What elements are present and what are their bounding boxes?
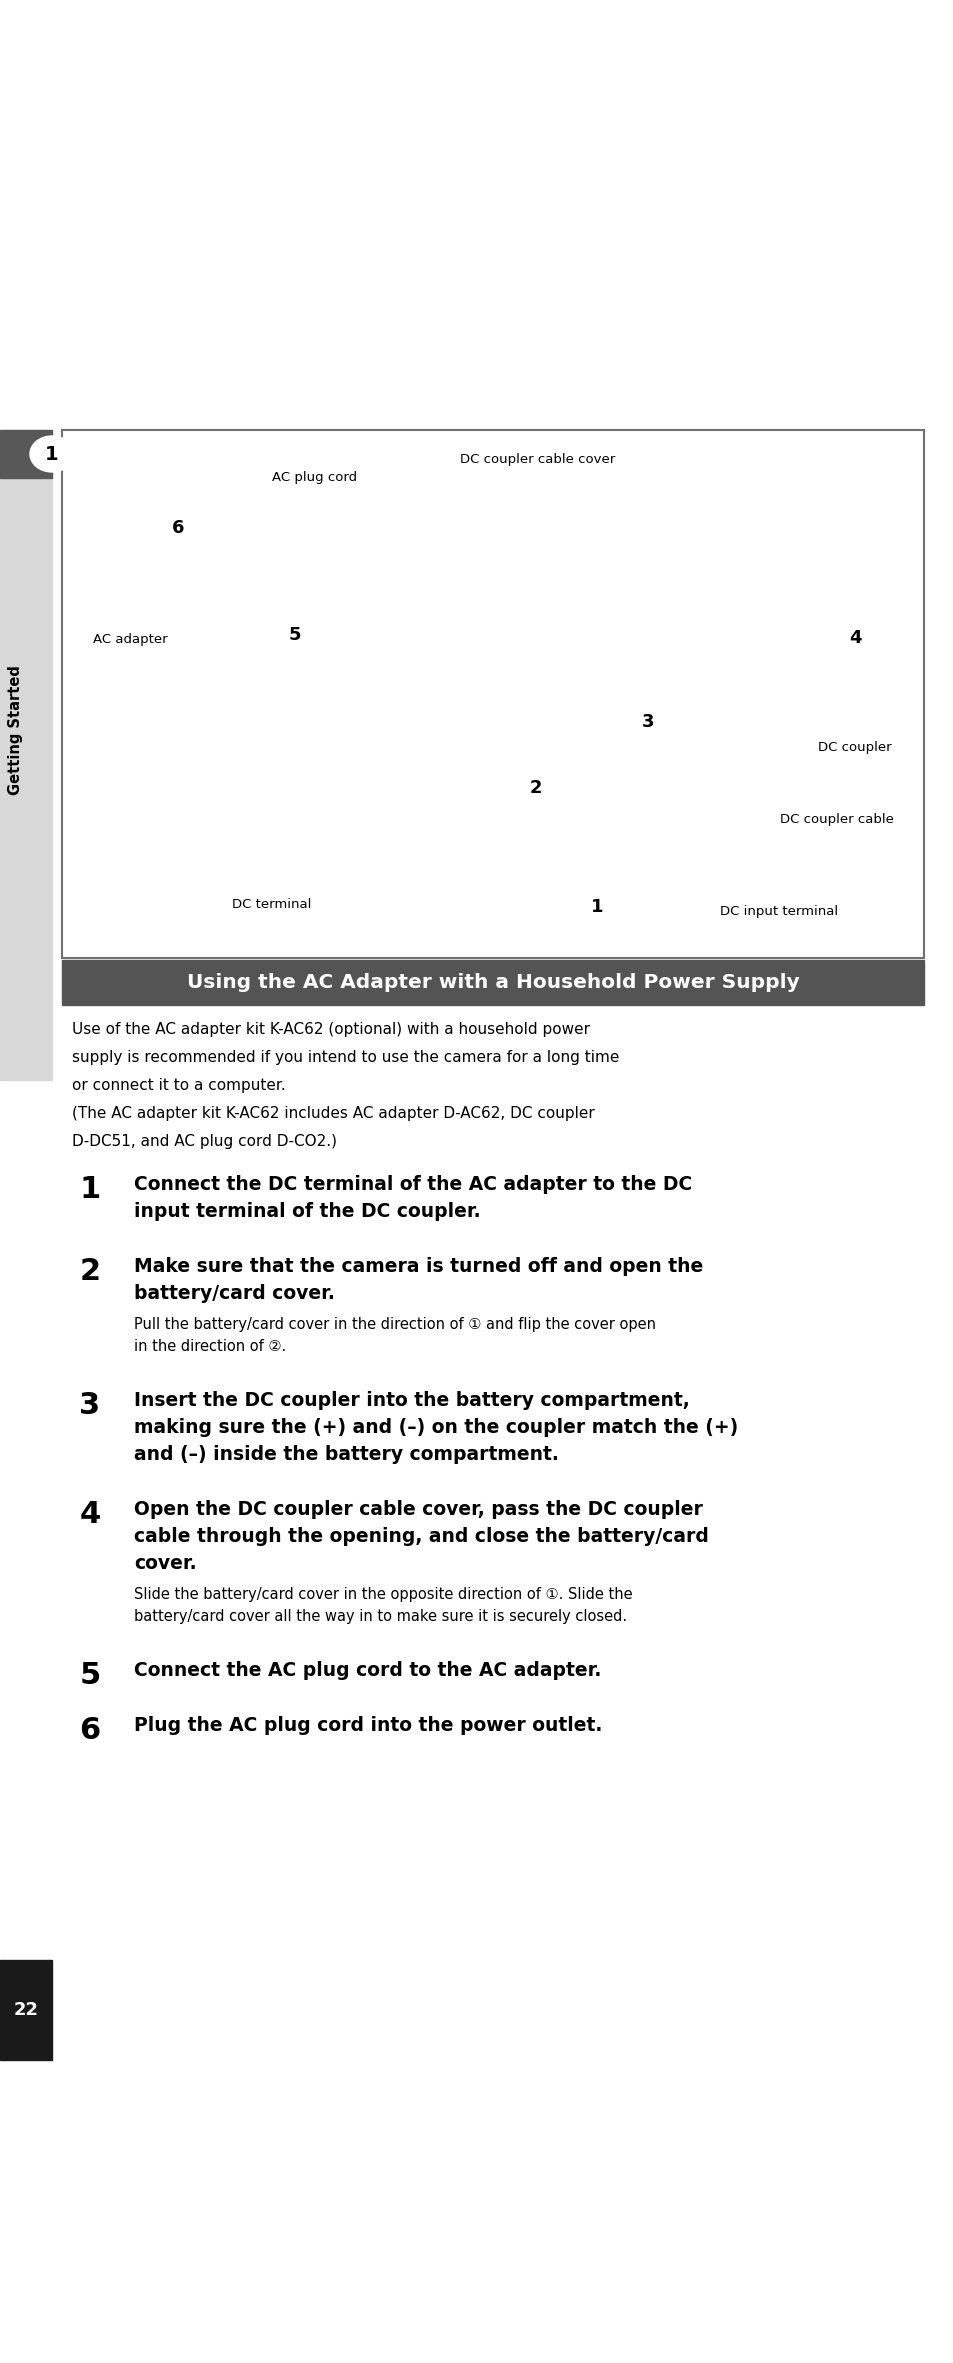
Text: AC adapter: AC adapter [92, 633, 168, 647]
Text: DC coupler cable: DC coupler cable [780, 813, 893, 827]
Bar [0, 430, 52, 477]
Text: 6: 6 [79, 1716, 100, 1744]
Text: DC coupler: DC coupler [817, 742, 891, 754]
Text: 4: 4 [848, 629, 861, 647]
Text: 3: 3 [641, 714, 654, 730]
Text: Plug the AC plug cord into the power outlet.: Plug the AC plug cord into the power out… [133, 1716, 601, 1734]
Text: Slide the battery/card cover in the opposite direction of ①. Slide the: Slide the battery/card cover in the oppo… [133, 1588, 632, 1602]
Text: Open the DC coupler cable cover, pass the DC coupler: Open the DC coupler cable cover, pass th… [133, 1501, 702, 1519]
Text: Connect the DC terminal of the AC adapter to the DC: Connect the DC terminal of the AC adapte… [133, 1174, 692, 1193]
Text: supply is recommended if you intend to use the camera for a long time: supply is recommended if you intend to u… [71, 1049, 618, 1066]
Text: AC plug cord: AC plug cord [272, 470, 356, 484]
Text: in the direction of ②.: in the direction of ②. [133, 1340, 286, 1354]
Text: 3: 3 [79, 1392, 100, 1420]
Text: 2: 2 [79, 1257, 100, 1285]
Text: making sure the (+) and (–) on the coupler match the (+): making sure the (+) and (–) on the coupl… [133, 1418, 738, 1437]
Bar [0, 1959, 52, 2061]
Text: Insert the DC coupler into the battery compartment,: Insert the DC coupler into the battery c… [133, 1392, 689, 1411]
Text: cover.: cover. [133, 1555, 196, 1574]
Text: 6: 6 [172, 520, 184, 536]
Bar [62, 959, 923, 1004]
Text: Getting Started: Getting Started [9, 664, 24, 794]
Text: 4: 4 [79, 1501, 100, 1529]
Text: (The AC adapter kit K-AC62 includes AC adapter D-AC62, DC coupler: (The AC adapter kit K-AC62 includes AC a… [71, 1106, 594, 1120]
Text: 22: 22 [13, 2001, 38, 2018]
Text: Make sure that the camera is turned off and open the: Make sure that the camera is turned off … [133, 1257, 702, 1276]
Text: 1: 1 [45, 444, 59, 463]
Text: Using the AC Adapter with a Household Power Supply: Using the AC Adapter with a Household Po… [187, 974, 799, 992]
Text: battery/card cover all the way in to make sure it is securely closed.: battery/card cover all the way in to mak… [133, 1609, 626, 1623]
Text: 5: 5 [289, 626, 301, 645]
Text: and (–) inside the battery compartment.: and (–) inside the battery compartment. [133, 1446, 558, 1465]
Text: Use of the AC adapter kit K-AC62 (optional) with a household power: Use of the AC adapter kit K-AC62 (option… [71, 1023, 589, 1037]
Text: D-DC51, and AC plug cord D-CO2.): D-DC51, and AC plug cord D-CO2.) [71, 1134, 336, 1148]
Text: 1: 1 [79, 1174, 100, 1205]
Text: cable through the opening, and close the battery/card: cable through the opening, and close the… [133, 1526, 708, 1545]
Text: 1: 1 [590, 898, 602, 917]
Text: DC input terminal: DC input terminal [720, 905, 838, 919]
Text: DC coupler cable cover: DC coupler cable cover [459, 454, 615, 466]
Bar [0, 430, 52, 1080]
Text: DC terminal: DC terminal [232, 898, 311, 912]
Text: 2: 2 [529, 780, 541, 796]
Text: input terminal of the DC coupler.: input terminal of the DC coupler. [133, 1203, 480, 1222]
Text: Pull the battery/card cover in the direction of ① and flip the cover open: Pull the battery/card cover in the direc… [133, 1316, 656, 1333]
Ellipse shape [30, 437, 74, 473]
Text: battery/card cover.: battery/card cover. [133, 1283, 335, 1302]
Text: 5: 5 [79, 1661, 100, 1690]
Bar [62, 430, 923, 957]
Text: or connect it to a computer.: or connect it to a computer. [71, 1078, 286, 1094]
Text: Connect the AC plug cord to the AC adapter.: Connect the AC plug cord to the AC adapt… [133, 1661, 600, 1680]
